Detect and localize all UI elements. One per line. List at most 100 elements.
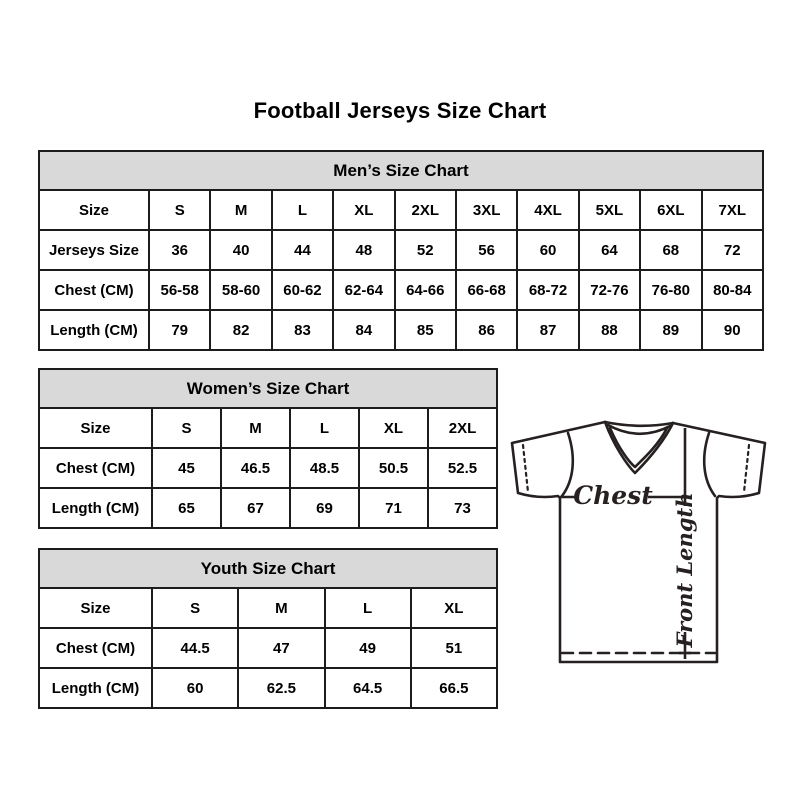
- row-header: Length (CM): [38, 309, 150, 351]
- table-cell: 58-60: [209, 269, 273, 311]
- table-header-row: Size S M L XL 2XL: [38, 407, 498, 449]
- table-cell: 71: [358, 487, 429, 529]
- column-header: L: [270, 189, 335, 231]
- table-header-row: Size S M L XL: [38, 587, 499, 629]
- column-header: XL: [409, 587, 499, 629]
- table-cell: 65: [151, 487, 222, 529]
- table-cell: 44.5: [150, 627, 240, 669]
- front-length-label: Front Length: [672, 493, 697, 649]
- column-header: S: [150, 587, 240, 629]
- table-cell: 68: [639, 229, 703, 271]
- table-cell: 64: [577, 229, 642, 271]
- table-cell: 82: [209, 309, 273, 351]
- table-cell: 90: [700, 309, 765, 351]
- column-header: 3XL: [454, 189, 519, 231]
- corner-header: Size: [38, 407, 153, 449]
- row-header: Chest (CM): [38, 447, 153, 489]
- table-cell: 79: [147, 309, 212, 351]
- column-header: 5XL: [577, 189, 642, 231]
- table-title-row: Women’s Size Chart: [38, 368, 498, 409]
- row-header: Length (CM): [38, 667, 153, 709]
- table-cell: 64.5: [323, 667, 412, 709]
- table-cell: 52.5: [427, 447, 498, 489]
- column-header: 4XL: [516, 189, 580, 231]
- column-header: 2XL: [393, 189, 457, 231]
- table-cell: 88: [577, 309, 642, 351]
- table-cell: 45: [151, 447, 222, 489]
- table-title: Women’s Size Chart: [38, 368, 498, 409]
- table-cell: 67: [220, 487, 291, 529]
- row-header: Chest (CM): [38, 269, 150, 311]
- table-row: Chest (CM) 44.5 47 49 51: [38, 627, 499, 669]
- table-cell: 87: [516, 309, 580, 351]
- table-cell: 89: [639, 309, 703, 351]
- corner-header: Size: [38, 189, 150, 231]
- column-header: S: [147, 189, 212, 231]
- table-cell: 85: [393, 309, 457, 351]
- column-header: M: [220, 407, 291, 449]
- page-title: Football Jerseys Size Chart: [253, 98, 547, 123]
- table-row: Chest (CM) 45 46.5 48.5 50.5 52.5: [38, 447, 498, 489]
- table-cell: 66.5: [409, 667, 499, 709]
- table-title-row: Men’s Size Chart: [38, 150, 764, 191]
- table-cell: 69: [289, 487, 360, 529]
- table-row: Length (CM) 60 62.5 64.5 66.5: [38, 667, 499, 709]
- jersey-outline: [510, 420, 767, 664]
- table-cell: 48: [332, 229, 396, 271]
- table-title-row: Youth Size Chart: [38, 548, 498, 589]
- table-cell: 72: [700, 229, 765, 271]
- table-cell: 60: [516, 229, 580, 271]
- mens-size-table: Men’s Size Chart Size S M L XL 2XL 3XL 4XL 5XL 6XL…: [38, 150, 765, 351]
- row-header: Chest (CM): [38, 627, 153, 669]
- row-header: Jerseys Size: [38, 229, 150, 271]
- column-header: M: [209, 189, 273, 231]
- table-cell: 64-66: [393, 269, 457, 311]
- table-cell: 73: [427, 487, 498, 529]
- column-header: XL: [358, 407, 429, 449]
- table-row: Chest (CM) 56-58 58-60 60-62 62-64 64-66 66-68…: [38, 269, 765, 311]
- column-header: 2XL: [427, 407, 498, 449]
- column-header: L: [323, 587, 412, 629]
- table-cell: 83: [270, 309, 335, 351]
- column-header: XL: [332, 189, 396, 231]
- table-cell: 40: [209, 229, 273, 271]
- table-cell: 56: [454, 229, 519, 271]
- column-header: L: [289, 407, 360, 449]
- youth-size-table: Youth Size Chart Size S M L XL Chest (CM) 44.5 4…: [38, 548, 499, 709]
- column-header: M: [237, 587, 326, 629]
- table-cell: 86: [454, 309, 519, 351]
- table-cell: 44: [270, 229, 335, 271]
- table-cell: 52: [393, 229, 457, 271]
- table-cell: 84: [332, 309, 396, 351]
- table-row: Length (CM) 79 82 83 84 85 86 87 88 89 90: [38, 309, 765, 351]
- table-cell: 80-84: [700, 269, 765, 311]
- table-cell: 60-62: [270, 269, 335, 311]
- table-title: Men’s Size Chart: [38, 150, 764, 191]
- table-cell: 72-76: [577, 269, 642, 311]
- column-header: S: [151, 407, 222, 449]
- table-cell: 62.5: [237, 667, 326, 709]
- table-cell: 68-72: [516, 269, 580, 311]
- chest-label: Chest: [573, 481, 653, 510]
- table-cell: 76-80: [639, 269, 703, 311]
- table-cell: 62-64: [332, 269, 396, 311]
- table-cell: 56-58: [147, 269, 212, 311]
- table-cell: 66-68: [454, 269, 519, 311]
- table-cell: 49: [323, 627, 412, 669]
- table-cell: 51: [409, 627, 499, 669]
- table-cell: 60: [150, 667, 240, 709]
- jersey-measurement-diagram: Chest Front Length: [510, 420, 767, 664]
- table-header-row: Size S M L XL 2XL 3XL 4XL 5XL 6XL 7XL: [38, 189, 765, 231]
- column-header: 7XL: [700, 189, 765, 231]
- corner-header: Size: [38, 587, 153, 629]
- column-header: 6XL: [639, 189, 703, 231]
- table-cell: 50.5: [358, 447, 429, 489]
- table-cell: 46.5: [220, 447, 291, 489]
- womens-size-table: Women’s Size Chart Size S M L XL 2XL Chest (CM)…: [38, 368, 498, 529]
- table-row: Length (CM) 65 67 69 71 73: [38, 487, 498, 529]
- table-cell: 48.5: [289, 447, 360, 489]
- table-cell: 36: [147, 229, 212, 271]
- row-header: Length (CM): [38, 487, 153, 529]
- table-cell: 47: [237, 627, 326, 669]
